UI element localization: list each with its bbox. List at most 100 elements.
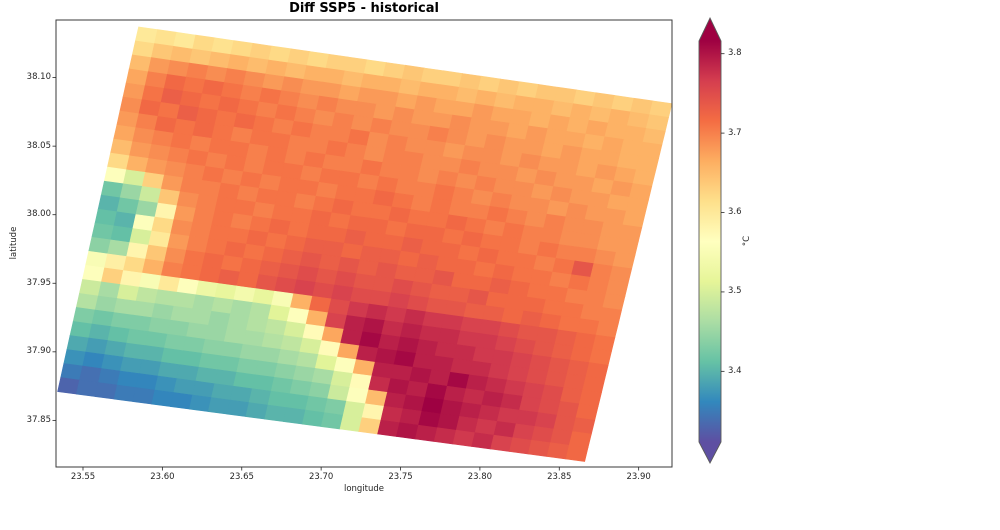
mesh-cell xyxy=(523,296,547,314)
mesh-cell xyxy=(418,410,442,429)
mesh-cell xyxy=(399,408,423,426)
mesh-cell xyxy=(390,278,414,296)
mesh-cell xyxy=(336,342,360,360)
mesh-cell xyxy=(462,388,486,406)
mesh-cell xyxy=(556,401,580,419)
mesh-cell xyxy=(334,270,358,288)
mesh-cell xyxy=(488,277,512,295)
mesh-cell xyxy=(550,428,573,446)
mesh-cell xyxy=(138,272,162,291)
mesh-cell xyxy=(258,260,282,278)
mesh-cell xyxy=(366,217,389,235)
mesh-cell xyxy=(591,177,615,195)
mesh-cell xyxy=(82,351,105,369)
mesh-cell xyxy=(293,193,317,211)
mesh-cell xyxy=(314,354,338,372)
mesh-cell xyxy=(97,194,121,213)
mesh-cell xyxy=(384,306,408,324)
mesh-cell xyxy=(381,234,405,252)
mesh-cell xyxy=(498,236,522,254)
mesh-cell xyxy=(214,110,238,128)
mesh-cell xyxy=(567,274,591,292)
mesh-cell xyxy=(176,277,200,296)
mesh-cell xyxy=(79,279,102,297)
mesh-cell xyxy=(101,267,124,285)
mesh-cell xyxy=(360,159,383,177)
mesh-cell xyxy=(554,329,578,347)
mesh-cell xyxy=(374,347,398,366)
mesh-cell xyxy=(481,390,505,408)
mesh-cell xyxy=(551,343,575,361)
mesh-cell xyxy=(439,156,463,174)
mesh-cell xyxy=(553,414,577,432)
mesh-cell xyxy=(527,197,551,215)
xtick-label: 23.70 xyxy=(308,472,334,482)
mesh-cell xyxy=(339,414,363,432)
mesh-cell xyxy=(138,186,162,204)
mesh-cell xyxy=(535,326,559,345)
mesh-cell xyxy=(233,371,256,390)
mesh-cell xyxy=(435,256,459,274)
mesh-cell xyxy=(173,205,197,223)
xtick-label: 23.80 xyxy=(467,472,493,482)
mesh-cell xyxy=(245,316,269,334)
mesh-cell xyxy=(296,351,319,369)
mesh-cell xyxy=(396,336,420,354)
mesh-cell xyxy=(280,249,304,267)
mesh-cell xyxy=(362,231,386,249)
mesh-cell xyxy=(296,265,320,283)
mesh-cell xyxy=(396,422,419,440)
mesh-cell xyxy=(116,370,140,388)
mesh-cell xyxy=(383,392,407,410)
mesh-cell xyxy=(432,184,456,202)
mesh-cell xyxy=(324,312,348,330)
mesh-cell xyxy=(537,398,561,416)
mesh-cell xyxy=(413,267,437,285)
mesh-cell xyxy=(464,217,488,235)
mesh-cell xyxy=(418,325,442,343)
mesh-cell xyxy=(258,346,282,364)
mesh-cell xyxy=(132,214,156,232)
mesh-cell xyxy=(380,405,404,424)
mesh-cell xyxy=(555,244,579,262)
mesh-cell xyxy=(394,178,418,196)
mesh-cell xyxy=(533,255,557,273)
mesh-cell xyxy=(248,388,272,406)
mesh-cell xyxy=(320,412,344,430)
mesh-cell xyxy=(494,335,518,353)
mesh-cell xyxy=(318,340,341,358)
mesh-cell xyxy=(356,173,380,191)
mesh-cell xyxy=(570,345,594,363)
mesh-cell xyxy=(292,365,316,383)
chart-title: Diff SSP5 - historical xyxy=(289,1,439,16)
mesh-cell xyxy=(236,271,260,289)
mesh-cell xyxy=(571,260,595,278)
mesh-cell xyxy=(170,305,194,324)
cbtick-label: 3.8 xyxy=(728,48,742,59)
mesh-cell xyxy=(534,412,558,430)
mesh-cell xyxy=(170,219,194,237)
mesh-cell xyxy=(514,252,538,270)
mesh-cell xyxy=(437,413,460,431)
mesh-cell xyxy=(587,191,611,209)
mesh-cell xyxy=(129,228,153,246)
mesh-cell xyxy=(132,300,156,318)
mesh-cell xyxy=(500,393,524,411)
mesh-cell xyxy=(493,421,517,439)
mesh-cell xyxy=(542,299,566,317)
y-axis-label: latitude xyxy=(9,226,19,260)
mesh-cell xyxy=(343,229,367,247)
mesh-cell xyxy=(331,284,354,302)
mesh-cell xyxy=(429,197,453,216)
mesh-cell xyxy=(167,146,190,165)
mesh-cell xyxy=(474,418,498,436)
mesh-cell xyxy=(466,288,490,307)
mesh-cell xyxy=(154,375,178,393)
mesh-cell xyxy=(189,221,213,240)
mesh-cell xyxy=(261,332,285,350)
mesh-cell xyxy=(327,298,351,316)
mesh-cell xyxy=(211,297,235,315)
mesh-cell xyxy=(377,419,401,437)
mesh-cell xyxy=(126,155,149,173)
